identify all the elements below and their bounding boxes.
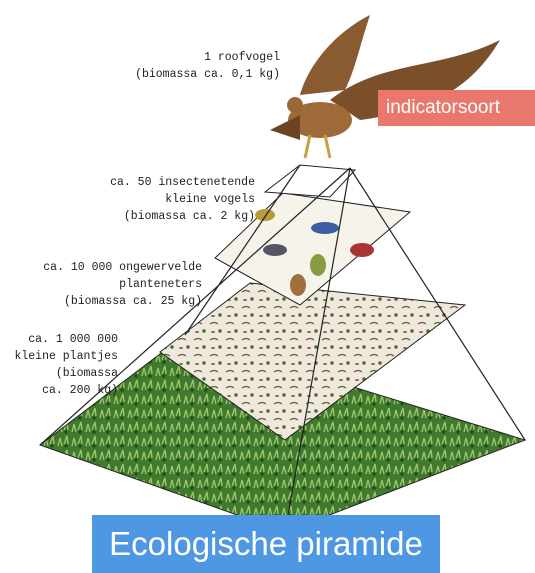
level-label: (biomassa bbox=[56, 367, 118, 380]
level-label: ca. 1 000 000 bbox=[28, 333, 118, 346]
level-label: kleine plantjes bbox=[14, 350, 118, 363]
level-label: ca. 200 kg) bbox=[42, 384, 118, 397]
indicator-tag: indicatorsoort bbox=[378, 90, 535, 126]
level-label: ca. 10 000 ongewervelde bbox=[43, 261, 202, 274]
pyramid-illustration: 1 roofvogel (biomassa ca. 0,1 kg) ca. 50 i… bbox=[0, 0, 535, 573]
level-label: (biomassa ca. 25 kg) bbox=[64, 295, 202, 308]
level-label: 1 roofvogel bbox=[204, 51, 280, 64]
level-top bbox=[265, 165, 355, 197]
level-label: kleine vogels bbox=[165, 193, 255, 206]
title-banner: Ecologische piramide bbox=[92, 515, 440, 573]
level-label: ca. 50 insectenetende bbox=[110, 176, 255, 189]
raptor bbox=[270, 15, 500, 158]
level-label: (biomassa ca. 2 kg) bbox=[124, 210, 255, 223]
page: 1 roofvogel (biomassa ca. 0,1 kg) ca. 50 i… bbox=[0, 0, 535, 573]
level-label: planteneters bbox=[119, 278, 202, 291]
level-label: (biomassa ca. 0,1 kg) bbox=[135, 68, 280, 81]
